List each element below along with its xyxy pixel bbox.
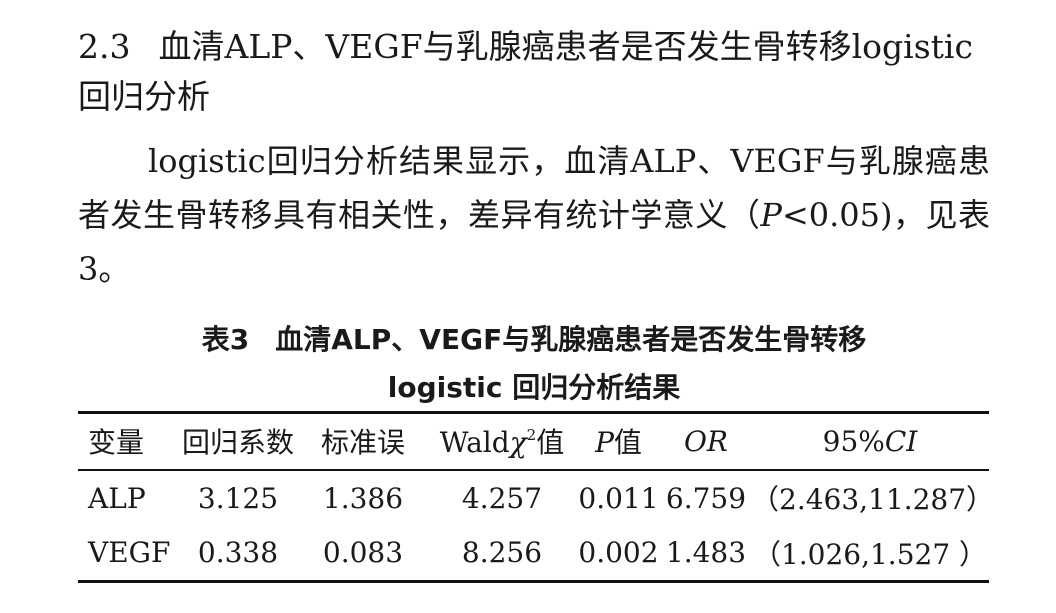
cell-variable: VEGF: [78, 525, 178, 583]
section-heading: 2.3 血清ALP、VEGF与乳腺癌患者是否发生骨转移logistic回归分析: [78, 22, 993, 122]
table-caption-subtitle: logistic 回归分析结果: [387, 371, 681, 404]
header-or: OR: [661, 411, 751, 471]
header-p-value: P值: [576, 411, 661, 471]
chi-symbol: χ: [509, 426, 527, 460]
table-caption: 表3 血清ALP、VEGF与乳腺癌患者是否发生骨转移: [78, 318, 990, 362]
p-symbol: P: [760, 196, 782, 234]
table-number: 表3: [201, 323, 250, 356]
cell-variable: ALP: [88, 481, 146, 515]
cell-std-error: 1.386: [322, 481, 404, 515]
cell-wald: 4.257: [461, 481, 543, 515]
results-table: 变量 回归系数 标准误 Waldχ2值 P值 OR 95%CI ALP 3.12…: [78, 411, 995, 583]
header-std-error: 标准误: [298, 411, 428, 471]
cell-or: 6.759: [665, 481, 747, 515]
table-row: VEGF 0.338 0.083 8.256 0.002 1.483 （1.02…: [78, 525, 989, 583]
header-ci: 95%CI: [751, 411, 989, 471]
cell-p: 0.002: [576, 525, 661, 583]
body-paragraph: logistic回归分析结果显示，血清ALP、VEGF与乳腺癌患者发生骨转移具有…: [78, 134, 990, 296]
cell-wald: 8.256: [428, 525, 576, 583]
cell-p: 0.011: [578, 481, 659, 515]
cell-ci: （2.463,11.287）: [751, 483, 995, 516]
table-row: ALP 3.125 1.386 4.257 0.011 6.759 （2.463…: [78, 470, 995, 526]
header-coefficient: 回归系数: [178, 411, 298, 471]
cell-coefficient: 0.338: [178, 525, 298, 583]
section-number: 2.3: [78, 27, 131, 66]
cell-coefficient: 3.125: [197, 481, 279, 515]
section-title: 血清ALP、VEGF与乳腺癌患者是否发生骨转移logistic回归分析: [78, 27, 973, 116]
paragraph-text-start: logistic回归分析结果显示，血清ALP、VEGF与乳腺癌患者发生骨转移具有…: [78, 142, 990, 234]
table-header-row: 变量 回归系数 标准误 Waldχ2值 P值 OR 95%CI: [78, 411, 989, 471]
header-variable: 变量: [78, 411, 178, 471]
table-caption-title: 血清ALP、VEGF与乳腺癌患者是否发生骨转移: [275, 323, 867, 356]
cell-ci: （1.026,1.527 ）: [751, 525, 989, 583]
cell-std-error: 0.083: [298, 525, 428, 583]
paragraph-text-end: <0.05)，见表3。: [78, 196, 990, 288]
cell-or: 1.483: [661, 525, 751, 583]
header-wald: Waldχ2值: [428, 411, 576, 471]
